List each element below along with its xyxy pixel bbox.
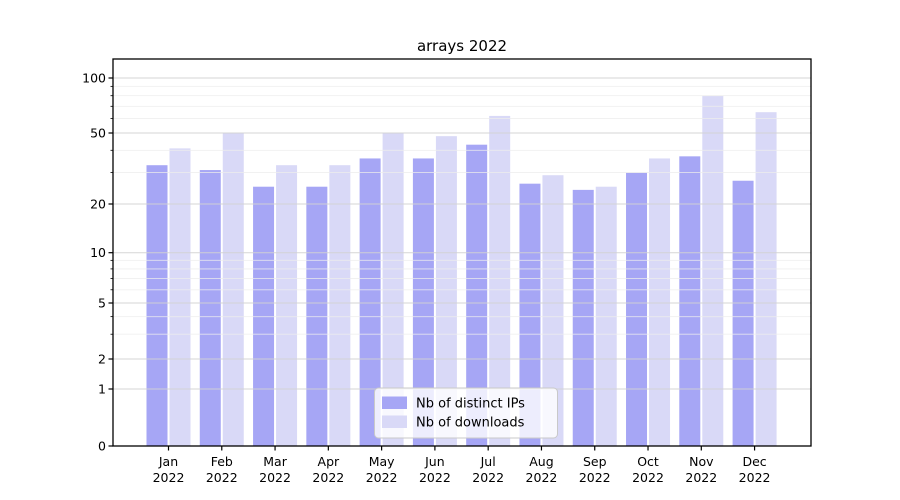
bar-downloads-mar: [276, 165, 298, 446]
x-tick-label-year-feb: 2022: [206, 470, 238, 485]
x-tick-label-month-may: May: [369, 454, 395, 469]
x-tick-label-year-may: 2022: [366, 470, 398, 485]
bar-distinct-ips-jul: [466, 144, 488, 446]
legend-label-distinct-ips: Nb of distinct IPs: [416, 397, 525, 412]
x-axis-ticks: Jan2022Feb2022Mar2022Apr2022May2022Jun20…: [153, 446, 771, 485]
bar-downloads-apr: [329, 165, 351, 446]
x-tick-label-month-mar: Mar: [263, 454, 287, 469]
legend-swatch-downloads: [382, 415, 407, 428]
y-tick-label-2: 2: [98, 352, 106, 367]
bar-distinct-ips-sep: [572, 189, 594, 447]
bar-downloads-jan: [169, 148, 191, 446]
bar-distinct-ips-oct: [626, 172, 648, 446]
x-tick-label-year-nov: 2022: [685, 470, 717, 485]
bar-distinct-ips-feb: [199, 170, 221, 446]
x-tick-label-year-sep: 2022: [579, 470, 611, 485]
x-tick-label-month-apr: Apr: [318, 454, 340, 469]
bar-downloads-jul: [489, 115, 511, 447]
bar-distinct-ips-aug: [519, 183, 541, 447]
y-tick-label-100: 100: [82, 71, 106, 86]
major-gridlines: [113, 77, 811, 390]
bar-downloads-dec: [755, 112, 777, 447]
legend-swatch-distinct-ips: [382, 396, 407, 409]
x-tick-label-year-jan: 2022: [153, 470, 185, 485]
bar-distinct-ips-jun: [412, 158, 434, 446]
x-tick-label-month-oct: Oct: [637, 454, 659, 469]
x-tick-label-year-apr: 2022: [312, 470, 344, 485]
x-tick-label-month-aug: Aug: [529, 454, 553, 469]
y-axis-ticks: 0 1 2 5 10 20 50 100: [82, 71, 113, 454]
x-tick-label-month-nov: Nov: [689, 454, 714, 469]
legend: Nb of distinct IPs Nb of downloads: [374, 387, 558, 439]
x-tick-label-month-sep: Sep: [583, 454, 607, 469]
x-tick-label-year-mar: 2022: [259, 470, 291, 485]
y-tick-label-50: 50: [90, 126, 106, 141]
x-tick-label-month-jun: Jun: [424, 454, 445, 469]
bar-downloads-oct: [649, 158, 671, 446]
y-tick-label-5: 5: [98, 296, 106, 311]
bar-distinct-ips-nov: [679, 156, 701, 446]
legend-label-downloads: Nb of downloads: [416, 416, 525, 431]
x-tick-label-month-jan: Jan: [158, 454, 178, 469]
bar-distinct-ips-may: [359, 158, 381, 446]
legend-box: [374, 387, 558, 439]
y-tick-label-1: 1: [98, 382, 106, 397]
x-tick-label-month-jul: Jul: [480, 454, 496, 469]
x-tick-label-month-dec: Dec: [742, 454, 766, 469]
x-tick-label-year-jul: 2022: [472, 470, 504, 485]
chart-title: arrays 2022: [417, 37, 507, 55]
x-tick-label-year-dec: 2022: [739, 470, 771, 485]
x-tick-label-year-jun: 2022: [419, 470, 451, 485]
x-tick-label-year-aug: 2022: [526, 470, 558, 485]
bar-distinct-ips-dec: [732, 180, 754, 446]
y-tick-label-10: 10: [90, 245, 106, 260]
bar-distinct-ips-jan: [146, 165, 168, 446]
bar-downloads-nov: [702, 95, 724, 446]
x-tick-label-year-oct: 2022: [632, 470, 664, 485]
bar-downloads-aug: [542, 175, 564, 446]
bar-downloads-jun: [435, 136, 457, 446]
y-tick-label-20: 20: [90, 197, 106, 212]
x-tick-label-month-feb: Feb: [211, 454, 233, 469]
minor-gridlines: [113, 85, 811, 335]
y-tick-label-0: 0: [98, 439, 106, 454]
